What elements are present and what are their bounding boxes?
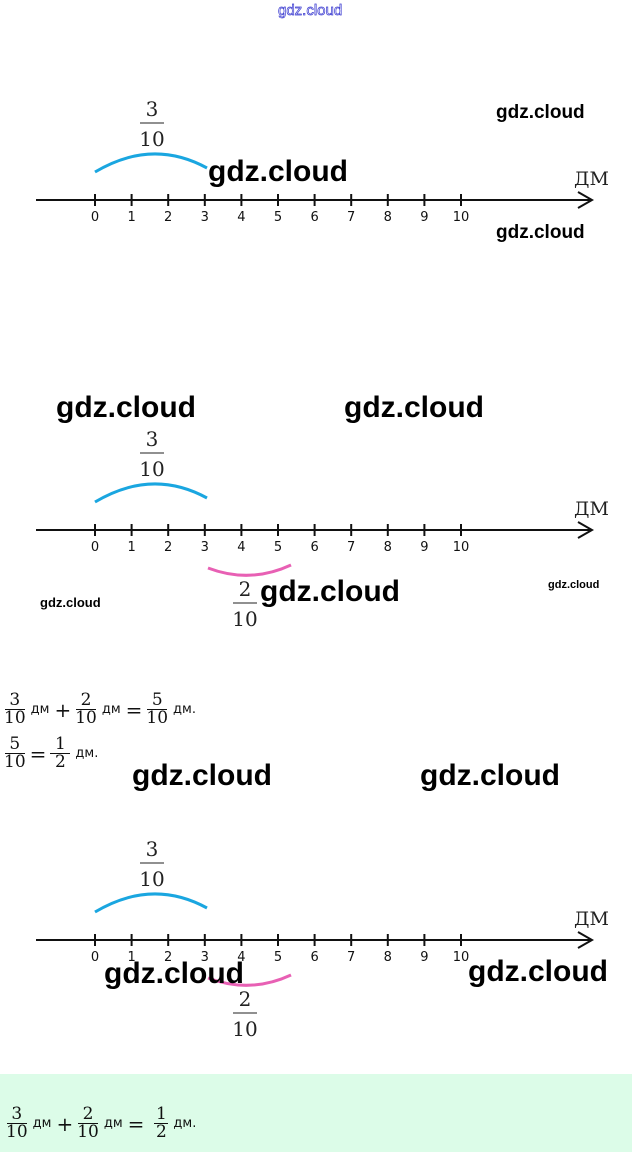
pink-fraction-numerator: 2 xyxy=(239,987,252,1011)
watermark: gdz.cloud xyxy=(56,391,196,424)
equation-sum: 3 10 дм + 2 10 дм = 5 10 дм. xyxy=(4,690,196,728)
tick-label: 10 xyxy=(453,540,470,555)
tick-label: 6 xyxy=(310,950,318,965)
blue-fraction-numerator: 3 xyxy=(146,427,159,451)
unit-label: ДМ xyxy=(574,498,609,520)
watermark: gdz.cloud xyxy=(344,391,484,424)
tick-label: 7 xyxy=(347,950,355,965)
arrow-head xyxy=(577,191,595,209)
tick-label: 8 xyxy=(384,210,392,225)
tick-label: 2 xyxy=(164,950,172,965)
watermark: gdz.cloud xyxy=(548,579,600,591)
blue-fraction-numerator: 3 xyxy=(146,97,159,121)
tick-label: 4 xyxy=(237,210,245,225)
tick-label: 3 xyxy=(201,950,209,965)
number-line-diagram-3: ДМ 0 1 2 3 4 5 6 7 8 9 10 3 10 2 10 xyxy=(36,837,609,1041)
pink-fraction-numerator: 2 xyxy=(239,577,252,601)
pink-arc xyxy=(207,973,292,987)
watermark: gdz.cloud xyxy=(132,759,272,792)
tick-label: 3 xyxy=(201,210,209,225)
tick-label: 6 xyxy=(310,210,318,225)
fraction: 5 10 xyxy=(146,690,169,728)
tick-label: 5 xyxy=(274,210,282,225)
fraction: 3 10 xyxy=(6,1104,28,1142)
watermark: gdz.cloud xyxy=(260,575,400,608)
tick-label: 1 xyxy=(127,540,135,555)
tick-label: 7 xyxy=(347,210,355,225)
tick-label: 10 xyxy=(453,950,470,965)
tick-label: 6 xyxy=(310,540,318,555)
blue-arc xyxy=(94,892,208,914)
tick-label: 9 xyxy=(420,210,428,225)
pink-fraction-denominator: 10 xyxy=(232,1017,257,1041)
blue-arc xyxy=(94,482,208,504)
tick-label: 2 xyxy=(164,540,172,555)
fraction: 2 10 xyxy=(75,690,97,728)
blue-fraction-denominator: 10 xyxy=(139,127,164,151)
watermark: gdz.cloud xyxy=(40,595,101,610)
tick-label: 8 xyxy=(384,540,392,555)
tick-label: 4 xyxy=(237,540,245,555)
watermark: gdz.cloud xyxy=(104,957,244,990)
arrow-head xyxy=(577,521,595,539)
blue-fraction-denominator: 10 xyxy=(139,457,164,481)
tick-label: 1 xyxy=(127,210,135,225)
tick-label: 8 xyxy=(384,950,392,965)
unit-label: ДМ xyxy=(574,908,609,930)
fraction: 3 10 xyxy=(4,690,26,728)
tick-label: 7 xyxy=(347,540,355,555)
arrow-head xyxy=(577,931,595,949)
tick-label: 1 xyxy=(127,950,135,965)
pink-arc xyxy=(207,563,292,577)
fraction: 5 10 xyxy=(4,734,26,772)
tick-label: 5 xyxy=(274,950,282,965)
tick-label: 0 xyxy=(91,540,99,555)
fraction: 2 10 xyxy=(77,1104,99,1142)
number-line-diagram-1: ДМ 0 1 2 3 4 5 6 7 8 9 10 3 10 xyxy=(36,97,609,225)
tick-label: 0 xyxy=(91,210,99,225)
tick-label: 3 xyxy=(201,540,209,555)
tick-label: 5 xyxy=(274,540,282,555)
pink-fraction-denominator: 10 xyxy=(232,607,257,631)
watermark: gdz.cloud xyxy=(420,759,560,792)
tick-label: 9 xyxy=(420,950,428,965)
number-line-diagram-2: ДМ 0 1 2 3 4 5 6 7 8 9 10 3 10 2 10 xyxy=(36,427,609,631)
watermark: gdz.cloud xyxy=(468,955,608,988)
tick-label: 0 xyxy=(91,950,99,965)
tick-label: 4 xyxy=(237,950,245,965)
watermark: gdz.cloud xyxy=(208,155,348,188)
tick-label: 10 xyxy=(453,210,470,225)
blue-fraction-numerator: 3 xyxy=(146,837,159,861)
watermark: gdz.cloud xyxy=(496,222,585,243)
unit-label: ДМ xyxy=(574,168,609,190)
tick-label: 9 xyxy=(420,540,428,555)
watermark: gdz.cloud xyxy=(278,2,343,20)
tick-label: 2 xyxy=(164,210,172,225)
blue-fraction-denominator: 10 xyxy=(139,867,164,891)
blue-arc xyxy=(94,152,208,174)
watermark: gdz.cloud xyxy=(496,102,585,123)
